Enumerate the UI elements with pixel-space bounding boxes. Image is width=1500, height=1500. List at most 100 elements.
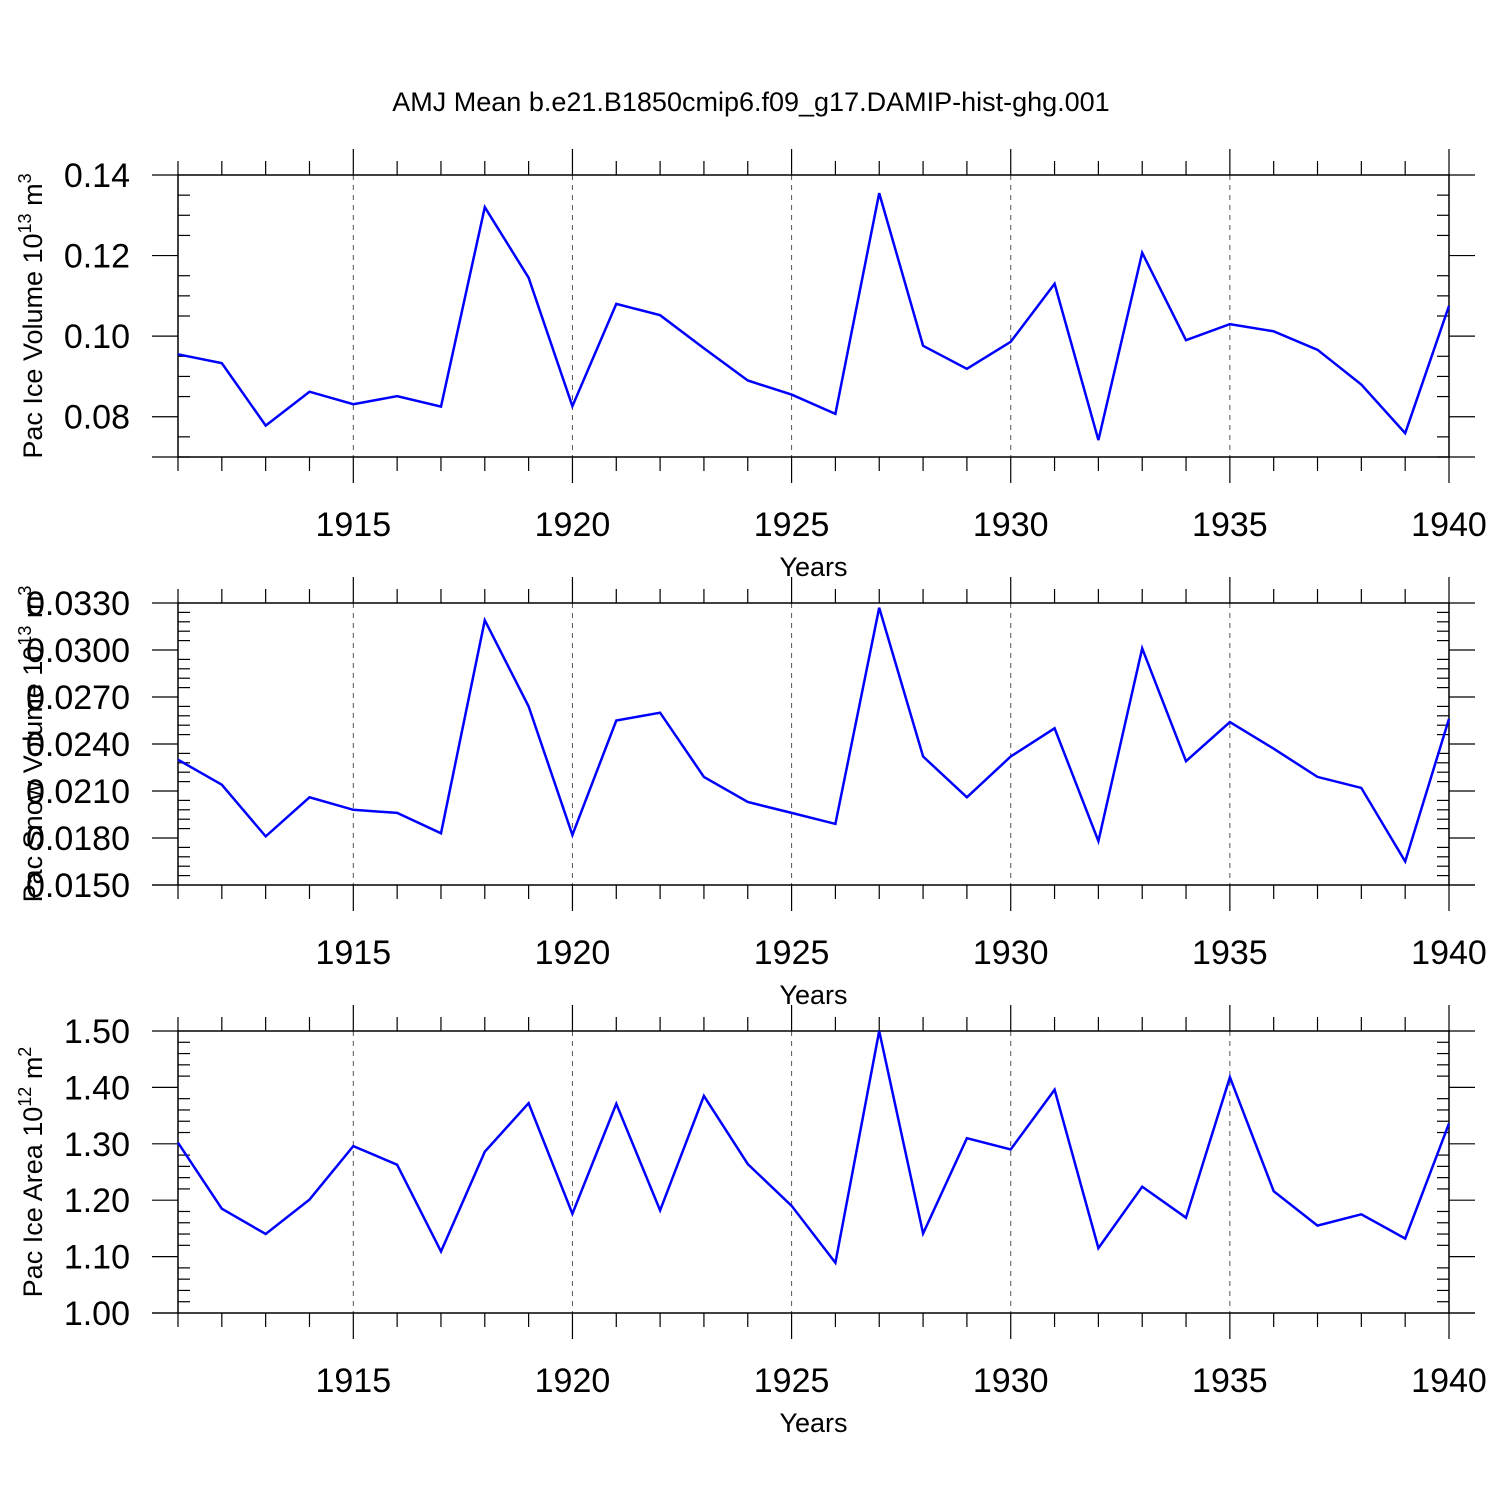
- x-tick-label: 1930: [973, 934, 1049, 972]
- data-point: [570, 1212, 574, 1216]
- data-point: [1228, 720, 1232, 724]
- series-line: [176, 1030, 1451, 1266]
- data-point: [965, 795, 969, 799]
- panel-1: 0.08 0.10 0.12 0.14 1915 1920 1925 1930 1935 1940…: [15, 149, 1487, 582]
- y-tick-label: 0.0240: [26, 726, 130, 764]
- y-tick-label: 0.0180: [26, 820, 130, 858]
- data-point: [1447, 1121, 1451, 1125]
- data-point: [1228, 1075, 1232, 1079]
- plot-frame: [177, 602, 1450, 886]
- data-point: [833, 822, 837, 826]
- series-line: [177, 607, 1451, 865]
- x-tick-label: 1935: [1192, 506, 1268, 544]
- y-tick-label: 1.40: [64, 1069, 130, 1107]
- data-point: [1140, 251, 1144, 255]
- x-tick-label: 1940: [1411, 1362, 1487, 1400]
- data-point: [395, 811, 399, 815]
- data-point: [264, 424, 268, 428]
- data-point: [220, 783, 224, 787]
- y-tick-label: 0.0300: [26, 632, 130, 670]
- plot-frame: [177, 1030, 1450, 1314]
- x-tick-label: 1915: [315, 506, 391, 544]
- panel-3: 1.00 1.10 1.20 1.30 1.40 1.50 1915 1920 1925 1930…: [15, 1005, 1487, 1438]
- data-point: [570, 833, 574, 837]
- data-point: [351, 808, 355, 812]
- data-point: [1403, 1237, 1407, 1241]
- data-point: [483, 205, 487, 209]
- data-point: [614, 302, 618, 306]
- data-point: [1096, 438, 1100, 442]
- data-point: [746, 378, 750, 382]
- y-tick-label: 0.0210: [26, 773, 130, 811]
- x-tick-label: 1915: [315, 934, 391, 972]
- x-tick-label: 1915: [315, 1362, 391, 1400]
- data-point: [1272, 329, 1276, 333]
- data-point: [1053, 726, 1057, 730]
- x-tick-label: 1940: [1411, 506, 1487, 544]
- x-tick-label: 1925: [754, 934, 830, 972]
- data-point: [1359, 786, 1363, 790]
- data-point: [307, 1198, 311, 1202]
- data-point: [658, 1208, 662, 1212]
- y-tick-label: 1.00: [64, 1295, 130, 1333]
- data-point: [1053, 1088, 1057, 1092]
- data-point: [1272, 1189, 1276, 1193]
- data-point: [1096, 1246, 1100, 1250]
- data-point: [1403, 860, 1407, 864]
- data-point: [790, 1204, 794, 1208]
- data-point: [1447, 304, 1451, 308]
- data-point: [395, 394, 399, 398]
- chart-title: AMJ Mean b.e21.B1850cmip6.f09_g17.DAMIP-…: [392, 87, 1109, 117]
- plot-frame: [177, 174, 1450, 458]
- series-line: [177, 192, 1451, 441]
- data-point: [527, 704, 531, 708]
- data-point: [877, 191, 881, 195]
- data-point: [264, 1232, 268, 1236]
- data-point: [439, 831, 443, 835]
- y-axis-label: Pac Ice Area 1012 m2: [15, 1047, 48, 1298]
- y-tick-label: 0.0330: [26, 585, 130, 623]
- panel-2: 0.0150 0.0180 0.0210 0.0240 0.0270 0.0300 0.03…: [15, 577, 1487, 1010]
- data-point: [264, 834, 268, 838]
- y-tick-label: 0.10: [64, 318, 130, 356]
- data-point: [351, 402, 355, 406]
- data-point: [220, 361, 224, 365]
- data-point: [176, 1141, 180, 1145]
- y-tick-label: 0.08: [64, 399, 130, 437]
- y-tick-label: 1.10: [64, 1239, 130, 1277]
- x-axis-label: Years: [779, 980, 847, 1010]
- data-point: [746, 1162, 750, 1166]
- data-point: [1053, 282, 1057, 286]
- y-tick-label: 0.14: [64, 157, 130, 195]
- x-tick-label: 1925: [754, 506, 830, 544]
- data-point: [1316, 775, 1320, 779]
- data-point: [1184, 759, 1188, 763]
- y-tick-label: 0.0150: [26, 867, 130, 905]
- data-point: [570, 404, 574, 408]
- y-axis-label: Pac Ice Volume 1013 m3: [15, 173, 48, 458]
- data-point: [790, 811, 794, 815]
- data-point: [833, 1261, 837, 1265]
- y-tick-label: 1.50: [64, 1013, 130, 1051]
- data-point: [1359, 382, 1363, 386]
- data-point: [307, 795, 311, 799]
- x-tick-label: 1930: [973, 1362, 1049, 1400]
- data-point: [527, 276, 531, 280]
- data-point: [921, 755, 925, 759]
- data-point: [1359, 1212, 1363, 1216]
- y-tick-label: 0.0270: [26, 679, 130, 717]
- data-point: [921, 344, 925, 348]
- x-tick-label: 1935: [1192, 1362, 1268, 1400]
- data-point: [702, 346, 706, 350]
- data-point: [1184, 1216, 1188, 1220]
- data-point: [1316, 348, 1320, 352]
- data-point: [307, 390, 311, 394]
- data-point: [1009, 755, 1013, 759]
- data-point: [1009, 1147, 1013, 1151]
- x-tick-label: 1940: [1411, 934, 1487, 972]
- data-point: [527, 1101, 531, 1105]
- data-point: [1009, 340, 1013, 344]
- data-point: [176, 758, 180, 762]
- data-point: [746, 800, 750, 804]
